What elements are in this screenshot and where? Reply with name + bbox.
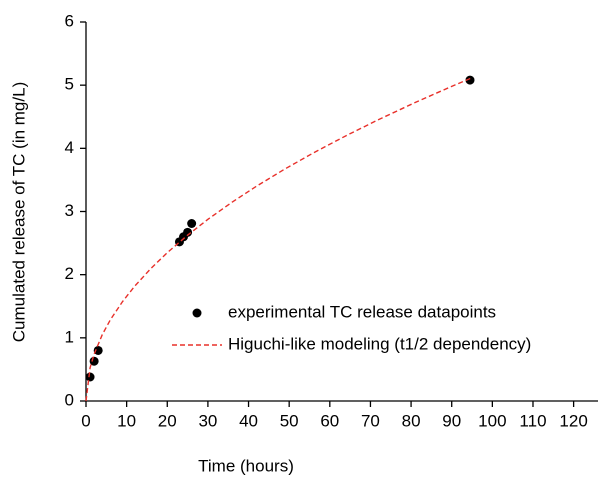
y-tick-label: 5 [65,75,74,94]
x-tick-label: 40 [239,411,258,430]
data-point [183,227,193,237]
x-axis-label: Time (hours) [198,456,294,475]
x-tick-label: 90 [442,411,461,430]
legend-marker [192,308,202,318]
y-tick-label: 1 [65,327,74,346]
y-axis-label: Cumulated release of TC (in mg/L) [9,82,28,342]
x-tick-label: 50 [280,411,299,430]
y-tick-label: 3 [65,201,74,220]
x-tick-label: 20 [158,411,177,430]
y-tick-label: 6 [65,11,74,30]
data-point [93,345,103,355]
x-tick-label: 30 [198,411,217,430]
x-tick-label: 0 [81,411,90,430]
data-point [89,356,99,366]
legend-label: Higuchi-like modeling (t1/2 dependency) [228,334,531,353]
y-tick-label: 0 [65,390,74,409]
x-tick-label: 80 [402,411,421,430]
x-tick-label: 100 [478,411,506,430]
y-tick-label: 2 [65,264,74,283]
y-tick-label: 4 [65,138,74,157]
legend-label: experimental TC release datapoints [228,302,496,321]
x-tick-label: 70 [361,411,380,430]
x-tick-label: 110 [519,411,546,430]
fit-line [85,77,473,402]
data-point [465,75,475,85]
x-tick-label: 10 [117,411,136,430]
x-tick-label: 120 [559,411,587,430]
data-point [187,219,197,229]
data-point [85,372,95,382]
x-tick-label: 60 [320,411,339,430]
